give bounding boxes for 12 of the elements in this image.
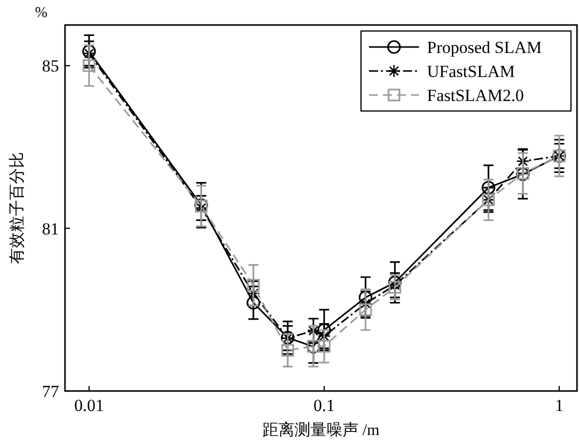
- text: %: [35, 5, 48, 21]
- legend-label: FastSLAM2.0: [427, 86, 524, 105]
- y-tick-label: 81: [42, 219, 59, 238]
- legend-label: Proposed SLAM: [427, 38, 542, 57]
- y-axis-title: 有效粒子百分比: [8, 152, 26, 264]
- x-tick-label: 0.01: [74, 396, 104, 415]
- legend-label: UFastSLAM: [427, 62, 515, 81]
- y-tick-label: 77: [42, 382, 60, 401]
- x-tick-label: 1: [554, 396, 564, 415]
- x-axis-title: 距离测量噪声 /m: [262, 421, 380, 439]
- x-tick-label: 0.1: [314, 396, 335, 415]
- y-tick-label: 85: [42, 56, 59, 76]
